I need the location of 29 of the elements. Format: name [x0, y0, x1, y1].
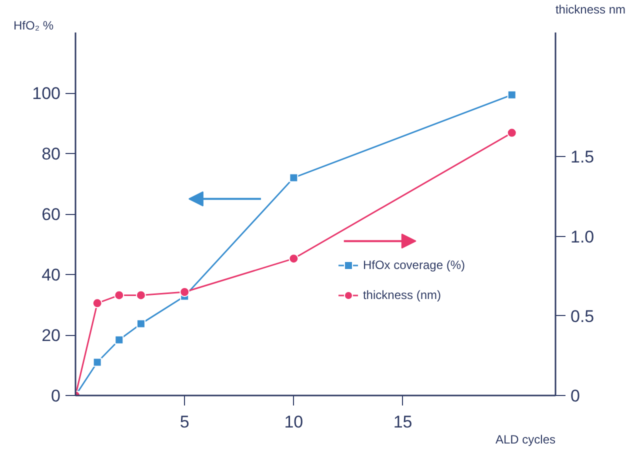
point [92, 298, 102, 308]
point [506, 128, 517, 138]
legend-label: HfOx coverage (%) [362, 258, 465, 272]
y2-tick-label: 0 [570, 386, 580, 406]
point [180, 287, 190, 298]
point [289, 173, 298, 182]
point [136, 290, 146, 300]
y-axis-title: HfO₂ % [14, 18, 54, 32]
point [92, 358, 102, 367]
point [507, 90, 516, 100]
point [114, 290, 124, 300]
x-tick-label: 15 [393, 412, 412, 432]
y-tick-label: 60 [42, 205, 61, 224]
y-tick-label: 80 [42, 144, 61, 164]
point [288, 254, 299, 264]
y-tick-label: 20 [42, 326, 61, 345]
y-tick-label: 0 [51, 386, 61, 406]
y-tick-label: 40 [42, 266, 61, 284]
point [136, 319, 146, 328]
x-axis-title: ALD cycles [495, 432, 556, 446]
y2-tick-label: 0.5 [570, 306, 594, 326]
x-tick-label: 5 [180, 412, 190, 432]
legend-label: thickness (nm) [362, 288, 441, 302]
y2-tick-label: 1.0 [570, 227, 594, 246]
x-tick-label: 10 [284, 412, 304, 432]
y2-axis-title: thickness nm [555, 2, 626, 16]
y2-tick-label: 1.5 [570, 148, 594, 167]
y-tick-label: 100 [32, 84, 61, 103]
point [114, 335, 124, 344]
